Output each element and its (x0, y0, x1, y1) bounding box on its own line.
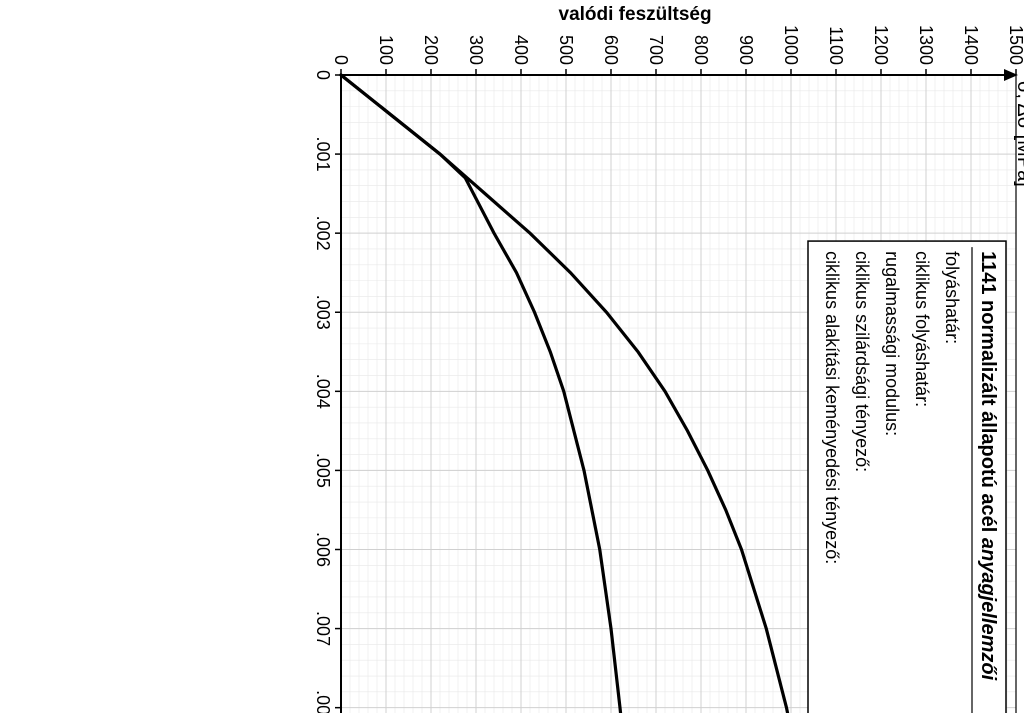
y-tick-label: 1200 (871, 25, 891, 65)
x-tick-label: .006 (313, 532, 333, 567)
y-tick-label: 600 (601, 35, 621, 65)
stress-strain-chart: 0.001.002.003.004.005.006.007.008.009.01… (311, 0, 1024, 713)
x-tick-label: .005 (313, 453, 333, 488)
x-tick-label: .007 (313, 611, 333, 646)
x-tick-label: .004 (313, 374, 333, 409)
y-tick-label: 0 (331, 55, 351, 65)
y-axis-secondary-title: valódi feszültség (559, 4, 712, 25)
y-tick-label: 700 (646, 35, 666, 65)
legend-row-label: ciklikus folyáshatár: (912, 251, 932, 407)
y-tick-label: 1100 (826, 26, 846, 65)
x-tick-label: .001 (313, 137, 333, 172)
y-axis-title: σ, Δσ [MPa] (1013, 81, 1024, 187)
y-tick-label: 100 (376, 35, 396, 65)
legend-row-label: ciklikus alakítási keményedési tényező: (822, 251, 842, 564)
y-tick-label: 200 (421, 35, 441, 65)
y-tick-label: 400 (511, 35, 531, 65)
legend-row-label: rugalmassági modulus: (882, 251, 902, 436)
x-tick-label: .003 (313, 295, 333, 330)
y-tick-label: 1400 (961, 25, 981, 65)
x-tick-label: .002 (313, 216, 333, 251)
y-tick-label: 1000 (781, 25, 801, 65)
x-tick-label: 0 (313, 70, 333, 80)
x-tick-label: .008 (313, 690, 333, 713)
y-tick-label: 900 (736, 35, 756, 65)
legend-row-label: folyáshatár: (942, 251, 962, 344)
y-tick-label: 1500 (1006, 25, 1024, 65)
y-tick-label: 500 (556, 35, 576, 65)
legend-row-label: ciklikus szilárdsági tényező: (852, 251, 872, 472)
y-tick-label: 1300 (916, 25, 936, 65)
material-properties-box: 1141 normalizált állapotú acél anyagjell… (808, 241, 1006, 713)
legend-title: 1141 normalizált állapotú acél anyagjell… (977, 251, 999, 681)
svg-text:σ, Δσ [MPa]: σ, Δσ [MPa] (1013, 81, 1024, 187)
y-tick-label: 800 (691, 35, 711, 65)
y-tick-label: 300 (466, 35, 486, 65)
